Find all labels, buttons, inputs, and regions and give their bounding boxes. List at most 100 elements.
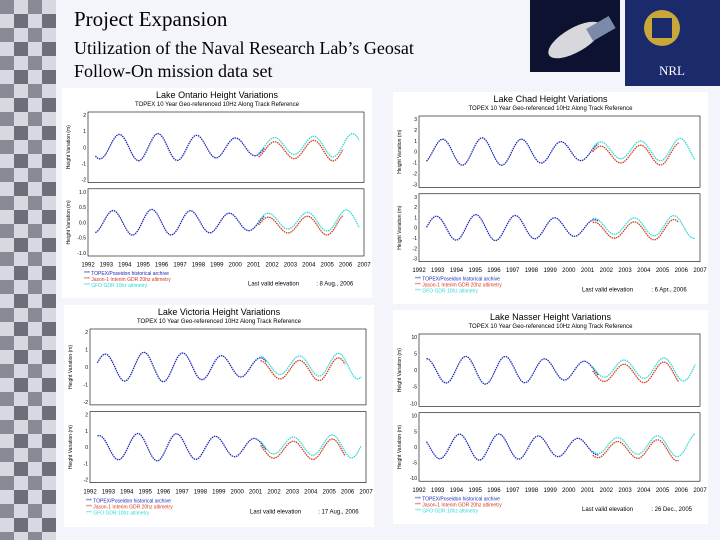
last-valid-label: Last valid elevation — [582, 287, 633, 293]
panel-background — [393, 92, 708, 304]
x-tick-label: 1999 — [212, 490, 226, 496]
x-tick-label: 1995 — [137, 263, 151, 269]
legend-entry: *** GFO GDR 10hz altimetry — [86, 511, 150, 517]
plot-panel: Lake Ontario Height Variations TOPEX 10 Y… — [62, 88, 372, 298]
x-tick-label: 1993 — [431, 488, 445, 494]
y-tick-label: 5 — [414, 429, 417, 435]
x-tick-label: 2002 — [600, 488, 614, 494]
x-tick-label: 1999 — [543, 488, 557, 494]
x-tick-label: 2003 — [618, 488, 632, 494]
panel-background — [62, 88, 372, 298]
plot-trace — [592, 218, 680, 241]
panel-background — [393, 310, 708, 524]
legend-entry: *** Jason-1 Interim GDR 20hz altimetry — [86, 505, 173, 511]
y-axis-label: Height Variation (m) — [66, 125, 72, 169]
x-tick-label: 2000 — [229, 263, 243, 269]
x-tick-label: 2005 — [656, 268, 670, 274]
slide-subtitle: Follow-On mission data set — [74, 61, 273, 81]
y-tick-label: 0 — [85, 445, 88, 451]
x-tick-label: 2004 — [304, 490, 318, 496]
logo-label: NRL — [659, 63, 685, 78]
y-tick-label: 0 — [83, 145, 86, 151]
legend-entry: *** GFO GDR 10hz altimetry — [415, 289, 479, 295]
legend-entry: *** GFO GDR 10hz altimetry — [415, 508, 479, 514]
y-tick-label: -2 — [84, 400, 89, 406]
plot-trace — [260, 352, 362, 380]
x-tick-label: 1999 — [210, 263, 224, 269]
plot-trace — [96, 351, 267, 383]
y-tick-label: 0 — [414, 368, 417, 374]
plot-trace — [258, 133, 360, 158]
plot-frame — [418, 412, 701, 482]
panel-title: Lake Victoria Height Variations — [158, 307, 281, 317]
x-tick-label: 2002 — [267, 490, 281, 496]
x-tick-label: 2004 — [302, 263, 316, 269]
x-tick-label: 1994 — [450, 488, 464, 494]
last-valid-date: : 17 Aug., 2006 — [318, 510, 359, 516]
x-tick-label: 2001 — [249, 490, 263, 496]
legend-entry: *** TOPEX/Poseidon historical archive — [415, 277, 500, 283]
y-tick-label: -2 — [84, 478, 89, 484]
x-tick-label: 2007 — [693, 488, 707, 494]
y-tick-label: -1 — [82, 161, 87, 167]
plot-frame — [89, 411, 367, 483]
panel-title: Lake Ontario Height Variations — [156, 90, 278, 100]
y-tick-label: 5 — [414, 352, 417, 358]
plot-panel: Lake Victoria Height Variations TOPEX 10 … — [64, 305, 374, 527]
y-tick-label: -0.5 — [77, 236, 86, 242]
x-tick-label: 2007 — [357, 263, 371, 269]
y-tick-label: -1 — [84, 382, 89, 388]
y-axis-label: Height Variation (m) — [397, 425, 403, 469]
nrl-logo: NRL — [625, 0, 720, 86]
plot-trace — [592, 357, 696, 382]
y-tick-label: 2 — [85, 413, 88, 419]
y-axis-label: Height Variation (m) — [66, 200, 72, 244]
last-valid-label: Last valid elevation — [248, 281, 299, 287]
y-tick-label: -1 — [84, 461, 89, 467]
x-tick-label: 2001 — [581, 268, 595, 274]
x-tick-label: 2006 — [675, 488, 689, 494]
x-tick-label: 1998 — [192, 263, 206, 269]
y-tick-label: 0 — [414, 150, 417, 156]
y-tick-label: -1 — [413, 161, 418, 167]
legend-entry: *** TOPEX/Poseidon historical archive — [84, 271, 169, 277]
plot-frame — [87, 188, 365, 257]
y-tick-label: -5 — [413, 461, 418, 467]
last-valid-label: Last valid elevation — [582, 507, 633, 513]
x-tick-label: 1992 — [412, 268, 426, 274]
x-tick-label: 2003 — [286, 490, 300, 496]
plot-trace — [258, 214, 344, 236]
left-border — [0, 0, 56, 540]
y-tick-label: -1 — [413, 236, 418, 242]
y-tick-label: 1 — [85, 347, 88, 353]
x-tick-label: 2003 — [284, 263, 298, 269]
plot-trace — [592, 137, 696, 162]
slide-title: Project Expansion — [74, 7, 228, 31]
y-tick-label: -10 — [410, 401, 417, 407]
y-tick-label: 2 — [414, 128, 417, 134]
y-tick-label: 0 — [85, 365, 88, 371]
plot-trace — [425, 213, 599, 242]
x-tick-label: 1993 — [102, 490, 116, 496]
y-tick-label: 2 — [414, 205, 417, 211]
y-tick-label: 1.0 — [79, 190, 86, 196]
x-tick-label: 2004 — [637, 488, 651, 494]
x-tick-label: 1995 — [469, 268, 483, 274]
y-axis-label: Height Variation (m) — [397, 205, 403, 249]
x-tick-label: 2000 — [562, 488, 576, 494]
y-tick-label: 10 — [411, 414, 417, 420]
plot-frame — [87, 111, 365, 183]
y-tick-label: -3 — [413, 182, 418, 188]
x-tick-label: 1994 — [118, 263, 132, 269]
plot-frame — [418, 115, 701, 188]
plot-trace — [426, 355, 599, 385]
plot-trace — [260, 357, 346, 382]
legend-entry: *** TOPEX/Poseidon historical archive — [86, 499, 171, 505]
panel-background — [64, 305, 374, 527]
x-tick-label: 1993 — [100, 263, 114, 269]
plot-trace — [425, 137, 599, 166]
x-tick-label: 1997 — [175, 490, 189, 496]
y-axis-label: Height Variation (m) — [68, 425, 74, 469]
plot-panel: Lake Nasser Height Variations TOPEX 10 Ye… — [393, 310, 708, 524]
